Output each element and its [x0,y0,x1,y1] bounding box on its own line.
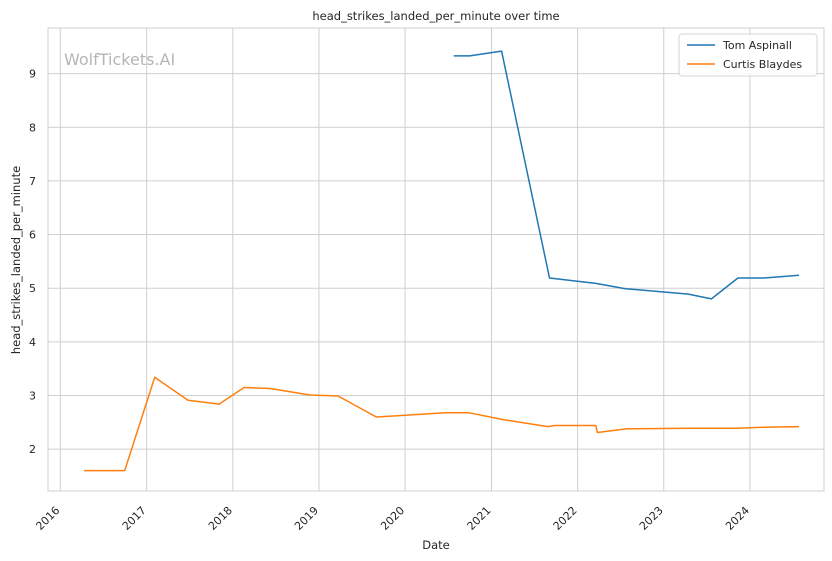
x-tick-labels: 2016 2017 2018 2019 2020 2021 2022 2023 2024 [33,504,752,533]
chart-title: head_strikes_landed_per_minute over time [312,9,559,23]
y-tick-label: 7 [29,175,36,188]
legend: Tom Aspinall Curtis Blaydes [678,33,818,77]
x-tick-label: 2019 [292,504,321,533]
x-axis-label: Date [422,538,450,552]
y-tick-label: 3 [29,390,36,403]
y-axis-label: head_strikes_landed_per_minute [9,166,23,354]
plot-area [47,27,825,492]
x-tick-label: 2018 [206,504,235,533]
y-tick-label: 9 [29,68,36,81]
x-tick-label: 2022 [551,504,580,533]
x-tick-label: 2024 [723,504,752,533]
y-tick-label: 8 [29,121,36,134]
y-tick-label: 2 [29,443,36,456]
y-tick-label: 6 [29,229,36,242]
grid-lines [48,28,824,491]
series-line-1 [83,376,800,472]
y-tick-label: 5 [29,282,36,295]
series-lines [83,50,800,472]
legend-entry: Tom Aspinall [722,39,792,52]
x-tick-label: 2020 [378,504,407,533]
series-line-0 [453,50,800,300]
legend-entry: Curtis Blaydes [723,58,802,71]
y-tick-label: 4 [29,336,36,349]
x-tick-label: 2016 [33,504,62,533]
watermark-text: WolfTickets.AI [64,50,175,69]
x-tick-label: 2021 [465,504,494,533]
x-tick-label: 2017 [120,504,149,533]
x-tick-label: 2023 [637,504,666,533]
y-tick-labels: 2 3 4 5 6 7 8 9 [29,68,36,457]
